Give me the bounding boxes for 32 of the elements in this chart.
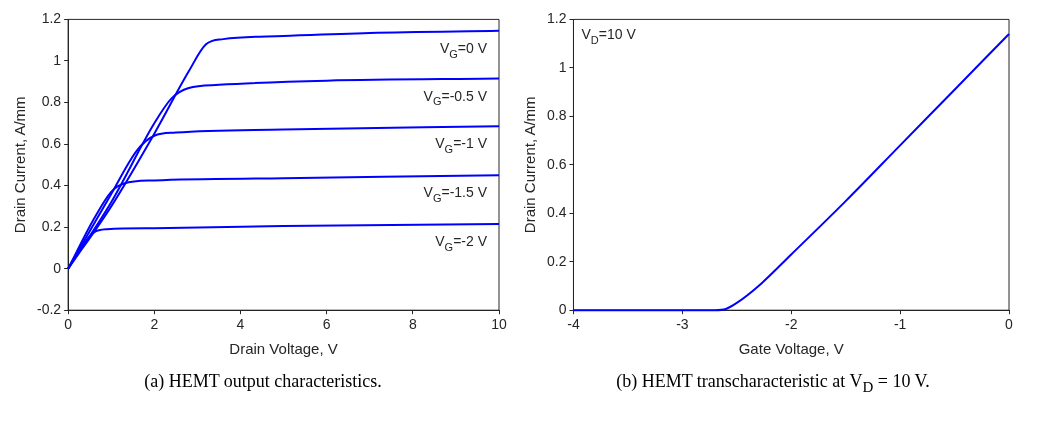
y-tick-label: 0.2: [41, 217, 62, 234]
x-tick-label: 6: [322, 316, 331, 333]
y-tick-label: 0: [53, 259, 62, 276]
y-tick-label: 0.6: [546, 155, 567, 172]
y-tick-label: 1.2: [546, 10, 567, 27]
text: (b) HEMT transcharacteristic at V$_{D}$ = 10 V.: [615, 371, 931, 396]
x-tick-label: 8: [408, 316, 417, 333]
x-axis-title: Gate Voltage, V: [738, 340, 844, 358]
x-tick-label: -1: [893, 316, 907, 333]
y-tick-label: -0.2: [37, 301, 62, 318]
y-tick-label: 1: [53, 51, 62, 68]
text: (a) HEMT output characteristics.: [143, 371, 383, 392]
x-tick-label: 4: [236, 316, 245, 333]
x-tick-label: 2: [150, 316, 159, 333]
y-tick-label: 0.8: [546, 107, 567, 124]
x-tick-label: -2: [785, 316, 798, 333]
y-tick-label: 0.4: [546, 204, 567, 221]
x-tick-label: 0: [64, 316, 73, 333]
y-axis-title: Drain Current, A/mm: [521, 96, 539, 234]
x-tick-label: -4: [567, 316, 580, 333]
x-axis-title: Drain Voltage, V: [229, 340, 338, 358]
y-tick-label: 1: [558, 58, 567, 75]
y-tick-label: 1.2: [41, 10, 62, 27]
x-tick-label: 0: [1005, 316, 1014, 333]
x-tick-label: -3: [676, 316, 689, 333]
y-axis-title: Drain Current, A/mm: [11, 96, 29, 234]
y-tick-label: 0.4: [41, 176, 62, 193]
y-tick-label: 0: [558, 301, 567, 318]
y-tick-label: 0.6: [41, 134, 62, 151]
x-tick-label: 10: [491, 316, 507, 333]
y-tick-label: 0.2: [546, 252, 567, 269]
y-tick-label: 0.8: [41, 93, 62, 110]
